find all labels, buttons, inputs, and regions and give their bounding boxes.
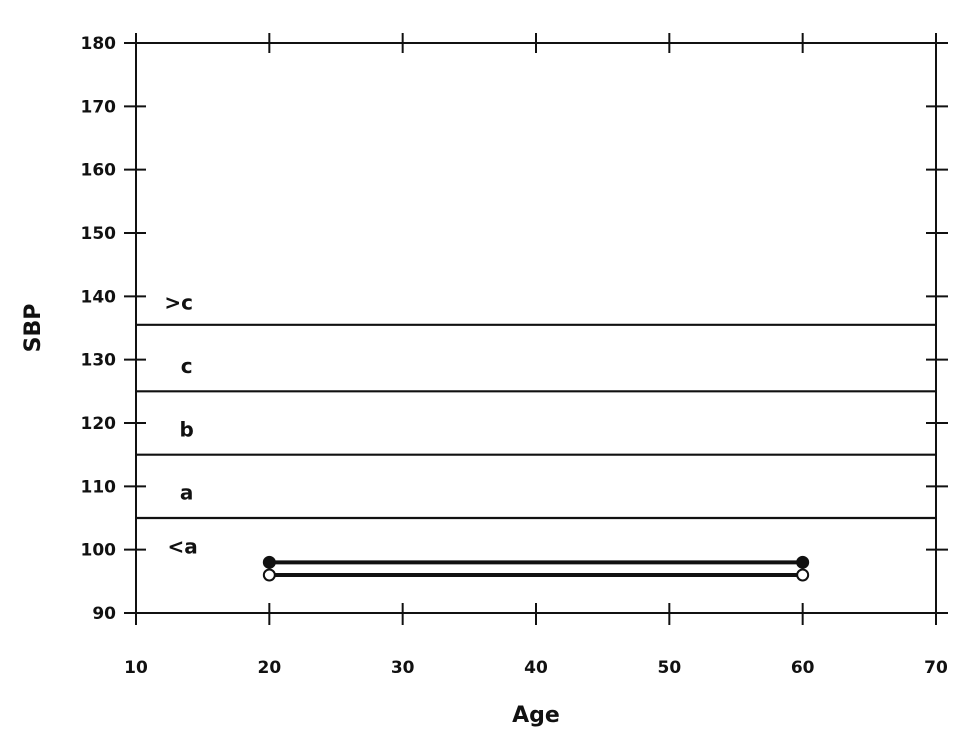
x-tick-label: 10: [124, 658, 148, 678]
filled-point: [262, 555, 276, 569]
x-tick-label: 70: [924, 658, 948, 678]
x-tick-label: 50: [657, 658, 681, 678]
x-axis-title: Age: [512, 703, 560, 728]
band-labels: <a a b c >c: [164, 291, 197, 559]
band-label: >c: [164, 291, 193, 315]
y-tick-label: 160: [81, 161, 117, 181]
x-tick-label: 40: [524, 658, 548, 678]
band-label: c: [181, 354, 193, 378]
y-tick-label: 170: [81, 97, 117, 117]
band-label: <a: [168, 535, 198, 559]
plot-frame: [135, 42, 937, 614]
y-tick-label: 110: [81, 477, 117, 497]
y-tick-label: 100: [81, 541, 117, 561]
y-tick-label: 130: [81, 351, 117, 371]
band-label: b: [180, 417, 194, 441]
y-tick-label: 150: [81, 224, 117, 244]
x-tick-label: 30: [391, 658, 415, 678]
y-tick-label: 90: [92, 604, 116, 624]
x-tick-label: 60: [791, 658, 815, 678]
y-tick-label: 180: [81, 34, 117, 54]
x-axis-ticks: 10 20 30 40 50 60 70: [124, 33, 948, 678]
threshold-lines: [136, 323, 936, 520]
y-tick-label: 140: [81, 287, 117, 307]
open-point: [796, 568, 810, 582]
band-label: a: [180, 481, 194, 505]
filled-point: [796, 555, 810, 569]
x-tick-label: 20: [257, 658, 281, 678]
series-group: [262, 555, 810, 582]
open-point: [262, 568, 276, 582]
y-tick-label: 120: [81, 414, 117, 434]
y-axis-title: SBP: [21, 304, 46, 353]
y-axis-ticks: 90 100 110 120 130 140 150 160 170 180: [81, 34, 948, 624]
